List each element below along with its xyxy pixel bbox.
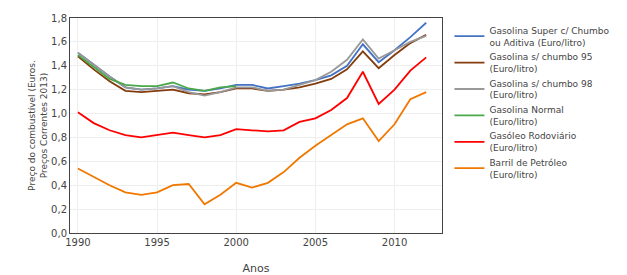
svg-text:0,4: 0,4 (51, 180, 67, 191)
svg-text:0,0: 0,0 (51, 228, 67, 239)
svg-text:0,2: 0,2 (51, 204, 67, 215)
svg-text:1,6: 1,6 (51, 36, 67, 47)
svg-text:Anos: Anos (243, 262, 270, 275)
svg-text:2005: 2005 (303, 237, 328, 248)
svg-text:Preço do combustível (Euros.Pr: Preço do combustível (Euros.Preços Corre… (27, 60, 49, 191)
svg-text:Gasolina Normal(Euro/litro): Gasolina Normal(Euro/litro) (489, 105, 563, 127)
svg-text:Gasóleo Rodoviário(Euro/litro): Gasóleo Rodoviário(Euro/litro) (489, 131, 576, 153)
svg-text:Gasolina s/ chumbo 95(Euro/lit: Gasolina s/ chumbo 95(Euro/litro) (489, 52, 592, 74)
svg-text:2010: 2010 (382, 237, 407, 248)
svg-text:0,6: 0,6 (51, 156, 67, 167)
svg-text:1990: 1990 (65, 237, 90, 248)
svg-text:1,8: 1,8 (51, 13, 67, 24)
svg-text:Barril de Petróleo(Euro/litro): Barril de Petróleo(Euro/litro) (489, 158, 567, 180)
svg-text:1,2: 1,2 (51, 84, 67, 95)
svg-text:2000: 2000 (223, 237, 248, 248)
svg-text:1,0: 1,0 (51, 108, 67, 119)
svg-text:Gasolina Super c/ Chumboou Adi: Gasolina Super c/ Chumboou Aditiva (Euro… (489, 26, 609, 48)
svg-text:Gasolina s/ chumbo 98(Euro/lit: Gasolina s/ chumbo 98(Euro/litro) (489, 79, 592, 101)
svg-text:1995: 1995 (144, 237, 169, 248)
svg-text:1,4: 1,4 (51, 60, 67, 71)
svg-text:0,8: 0,8 (51, 132, 67, 143)
